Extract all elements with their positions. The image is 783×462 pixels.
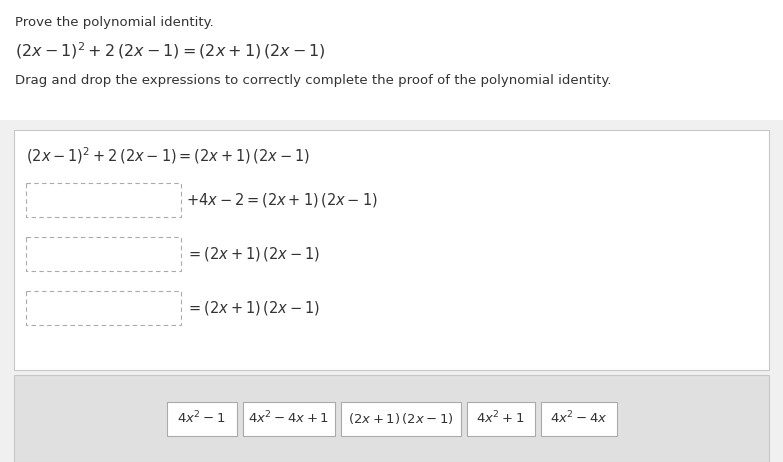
Text: $(2x-1)^2+2\,(2x-1)=(2x+1)\,(2x-1)$: $(2x-1)^2+2\,(2x-1)=(2x+1)\,(2x-1)$ — [26, 145, 310, 166]
Text: Prove the polynomial identity.: Prove the polynomial identity. — [15, 16, 214, 29]
FancyBboxPatch shape — [540, 401, 616, 436]
FancyBboxPatch shape — [341, 401, 460, 436]
FancyBboxPatch shape — [26, 291, 181, 325]
Text: $+4x-2=(2x+1)\,(2x-1)$: $+4x-2=(2x+1)\,(2x-1)$ — [186, 191, 377, 209]
FancyBboxPatch shape — [0, 0, 783, 120]
Text: $4x^2+1$: $4x^2+1$ — [476, 410, 525, 427]
FancyBboxPatch shape — [14, 130, 769, 370]
Text: $4x^2-4x+1$: $4x^2-4x+1$ — [248, 410, 329, 427]
FancyBboxPatch shape — [26, 183, 181, 217]
FancyBboxPatch shape — [26, 237, 181, 271]
FancyBboxPatch shape — [167, 401, 236, 436]
Text: $(2x+1)\,(2x-1)$: $(2x+1)\,(2x-1)$ — [348, 411, 453, 426]
FancyBboxPatch shape — [14, 375, 769, 462]
Text: $=(2x+1)\,(2x-1)$: $=(2x+1)\,(2x-1)$ — [186, 245, 320, 263]
FancyBboxPatch shape — [243, 401, 334, 436]
Text: $=(2x+1)\,(2x-1)$: $=(2x+1)\,(2x-1)$ — [186, 299, 320, 317]
Text: Drag and drop the expressions to correctly complete the proof of the polynomial : Drag and drop the expressions to correct… — [15, 74, 612, 87]
Text: $4x^2-4x$: $4x^2-4x$ — [550, 410, 608, 427]
Text: $(2x-1)^2+2\,(2x-1)=(2x+1)\,(2x-1)$: $(2x-1)^2+2\,(2x-1)=(2x+1)\,(2x-1)$ — [15, 40, 326, 61]
Text: $4x^2-1$: $4x^2-1$ — [177, 410, 226, 427]
FancyBboxPatch shape — [467, 401, 535, 436]
